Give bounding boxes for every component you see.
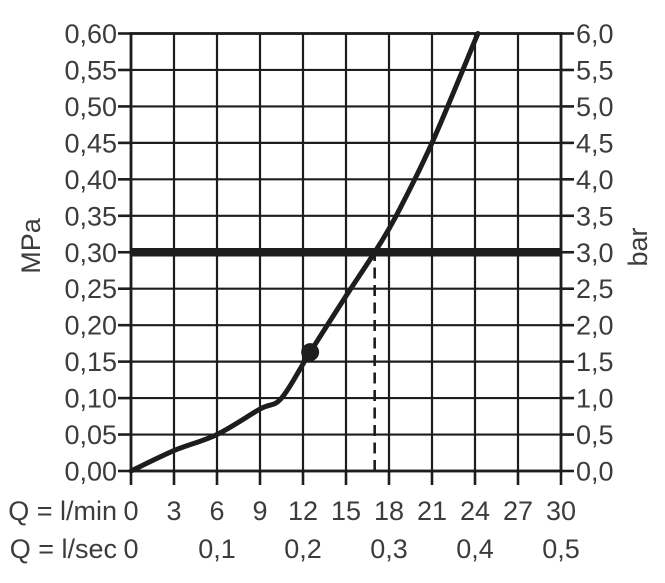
x-lmin-tick-label: 27 [503, 496, 533, 526]
y-right-tick-label: 2,0 [576, 311, 614, 341]
y-left-tick-label: 0,35 [64, 201, 117, 231]
y-left-tick-label: 0,25 [64, 274, 117, 304]
y-right-axis-title: bar [623, 227, 653, 266]
x-lsec-tick-label: 0,3 [370, 534, 408, 564]
axis-ticks [118, 32, 574, 485]
y-left-tick-label: 0,55 [64, 55, 117, 85]
y-right-tick-label: 5,0 [576, 92, 614, 122]
y-left-tick-label: 0,00 [64, 457, 117, 487]
y-left-tick-label: 0,40 [64, 165, 117, 195]
y-left-tick-label: 0,30 [64, 238, 117, 268]
x-lmin-tick-label: 15 [331, 496, 361, 526]
x-lmin-tick-label: 21 [417, 496, 447, 526]
y-left-tick-label: 0,45 [64, 128, 117, 158]
x-lmin-tick-label: 18 [374, 496, 404, 526]
curve-marker-dot [301, 343, 320, 362]
x-lmin-tick-label: 30 [546, 496, 576, 526]
y-left-tick-label: 0,60 [64, 19, 117, 49]
y-right-tick-label: 1,0 [576, 384, 614, 414]
x-lsec-tick-label: 0,1 [198, 534, 236, 564]
y-right-tick-label: 4,5 [576, 128, 614, 158]
y-left-tick-label: 0,50 [64, 92, 117, 122]
x-lsec-tick-label: 0 [123, 534, 138, 564]
y-left-tick-label: 0,10 [64, 384, 117, 414]
x-lmin-tick-label: 3 [166, 496, 181, 526]
y-right-tick-label: 1,5 [576, 347, 614, 377]
x-lmin-tick-label: 9 [252, 496, 267, 526]
y-left-tick-label: 0,05 [64, 420, 117, 450]
x-lmin-tick-label: 0 [123, 496, 138, 526]
y-right-tick-label: 3,0 [576, 238, 614, 268]
x-axis-unit-lmin-label: Q = l/min [8, 496, 117, 526]
y-left-tick-label: 0,20 [64, 311, 117, 341]
x-lsec-tick-label: 0,5 [542, 534, 580, 564]
x-lmin-tick-label: 24 [460, 496, 490, 526]
y-right-tick-label: 5,5 [576, 55, 614, 85]
marker-dot [301, 343, 320, 362]
y-left-tick-label: 0,15 [64, 347, 117, 377]
curve-path [128, 31, 481, 474]
x-axis-unit-lsec-label: Q = l/sec [10, 534, 117, 564]
x-lsec-tick-label: 0,4 [456, 534, 494, 564]
x-lsec-tick-label: 0,2 [284, 534, 322, 564]
x-lmin-tick-label: 6 [209, 496, 224, 526]
y-right-tick-label: 2,5 [576, 274, 614, 304]
y-right-tick-label: 3,5 [576, 201, 614, 231]
tick-labels: 0,000,050,100,150,200,250,300,350,400,45… [64, 19, 613, 564]
y-left-axis-title: MPa [16, 217, 46, 274]
flow-pressure-curve [128, 31, 481, 474]
y-right-tick-label: 0,0 [576, 457, 614, 487]
y-right-tick-label: 0,5 [576, 420, 614, 450]
y-right-tick-label: 6,0 [576, 19, 614, 49]
y-right-tick-label: 4,0 [576, 165, 614, 195]
x-lmin-tick-label: 12 [288, 496, 318, 526]
